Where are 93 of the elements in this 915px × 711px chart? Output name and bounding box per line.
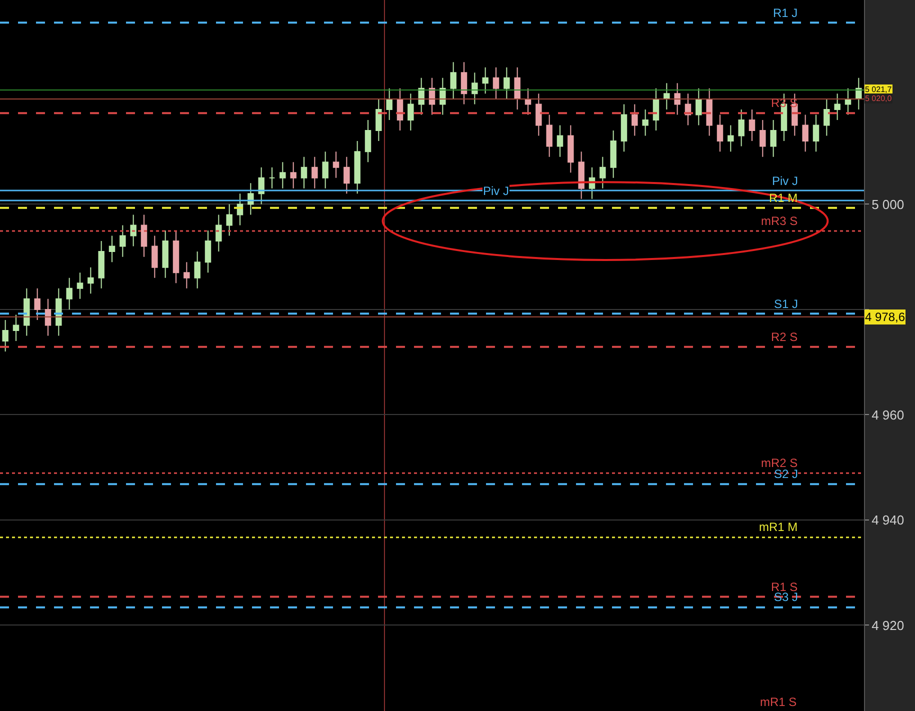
candlestick xyxy=(652,88,660,132)
candlestick xyxy=(600,156,606,189)
y-tick-label: 4 920 xyxy=(872,618,904,633)
ref-line-label: mR1 M xyxy=(759,520,798,534)
candlestick xyxy=(428,77,436,116)
y-tick-label: 4 960 xyxy=(872,407,904,422)
candlestick xyxy=(322,151,328,189)
candlestick xyxy=(856,77,862,110)
ref-line-label: S1 J xyxy=(774,297,798,311)
candlestick xyxy=(664,82,670,110)
candlestick xyxy=(24,288,30,336)
candlestick xyxy=(162,230,168,278)
candlestick xyxy=(568,124,574,174)
candlestick xyxy=(172,230,180,284)
ref-line-label: R2 S xyxy=(771,330,798,344)
candlestick xyxy=(770,119,776,158)
candlestick xyxy=(88,266,94,294)
annotation: 5 020,0 xyxy=(865,94,892,103)
candlestick xyxy=(248,182,254,216)
candlestick xyxy=(98,240,104,289)
candlestick xyxy=(812,114,820,152)
candlestick xyxy=(460,62,468,105)
candlestick xyxy=(300,156,308,189)
candlestick xyxy=(802,114,808,152)
candlestick xyxy=(408,93,414,132)
candlestick xyxy=(492,66,500,100)
ref-line-label: mR3 S xyxy=(761,214,798,228)
candlestick xyxy=(824,98,830,136)
candlestick xyxy=(536,93,542,136)
candlestick xyxy=(610,130,616,178)
candlestick xyxy=(546,114,552,158)
candlestick xyxy=(440,77,446,116)
candlestick xyxy=(108,235,116,263)
candlestick xyxy=(504,66,510,100)
ref-line-label: S2 J xyxy=(774,467,798,481)
candlestick xyxy=(748,108,756,142)
ref-line-label: Piv J xyxy=(772,174,798,188)
candlestick xyxy=(760,119,766,158)
candlestick xyxy=(290,162,296,189)
candlestick xyxy=(706,88,712,136)
ref-line-label: mR2 S xyxy=(761,456,798,470)
candlestick xyxy=(844,88,852,116)
candlestick xyxy=(76,272,84,300)
candlestick xyxy=(184,262,190,289)
annotation: 4 978,6 xyxy=(865,310,906,324)
candlestick xyxy=(642,108,648,136)
candlestick xyxy=(44,298,52,336)
candlestick xyxy=(140,214,148,258)
candlestick xyxy=(696,88,702,126)
ref-line-label: R1 J xyxy=(773,6,798,20)
candlestick xyxy=(194,251,200,289)
candlestick xyxy=(344,156,350,194)
candlestick xyxy=(66,277,72,310)
candlestick xyxy=(728,124,734,152)
candlestick xyxy=(226,204,232,236)
candlestick xyxy=(472,72,478,105)
candlestick xyxy=(620,104,628,152)
candlestick xyxy=(12,314,20,342)
candlestick xyxy=(386,88,392,120)
candlestick xyxy=(280,162,286,189)
candlestick xyxy=(152,235,158,278)
candlestick xyxy=(716,114,724,152)
candlestick xyxy=(2,319,8,352)
candlestick xyxy=(354,140,360,194)
candlestick xyxy=(364,119,372,163)
annotation: mR1 S xyxy=(760,695,797,709)
candlestick xyxy=(56,288,62,336)
candlestick xyxy=(738,108,744,147)
y-tick-label: 4 940 xyxy=(872,512,904,528)
candlestick xyxy=(578,151,584,200)
candlestick xyxy=(258,166,264,205)
candlestick xyxy=(120,224,126,258)
candlestick xyxy=(34,288,40,320)
annotation: 5 021,7 xyxy=(865,85,892,94)
candlestick xyxy=(332,151,340,178)
candlestick xyxy=(632,104,638,136)
candlestick xyxy=(130,214,136,247)
candlestick xyxy=(514,66,520,110)
candlestick xyxy=(216,214,222,252)
candlestick xyxy=(376,98,382,142)
candlestick xyxy=(450,62,456,100)
candlestick xyxy=(312,156,318,189)
candlestick xyxy=(482,66,488,94)
candlestick xyxy=(204,230,212,274)
candlestick xyxy=(674,82,680,116)
candlestick xyxy=(834,93,840,120)
y-tick-label: 5 000 xyxy=(872,196,904,212)
ref-line-label: R1 S xyxy=(771,580,798,594)
candlestick xyxy=(268,166,276,189)
candlestick xyxy=(524,88,532,116)
ref-line-label: Piv J xyxy=(483,184,510,198)
candlestick xyxy=(556,124,564,158)
candlestick xyxy=(418,77,424,116)
